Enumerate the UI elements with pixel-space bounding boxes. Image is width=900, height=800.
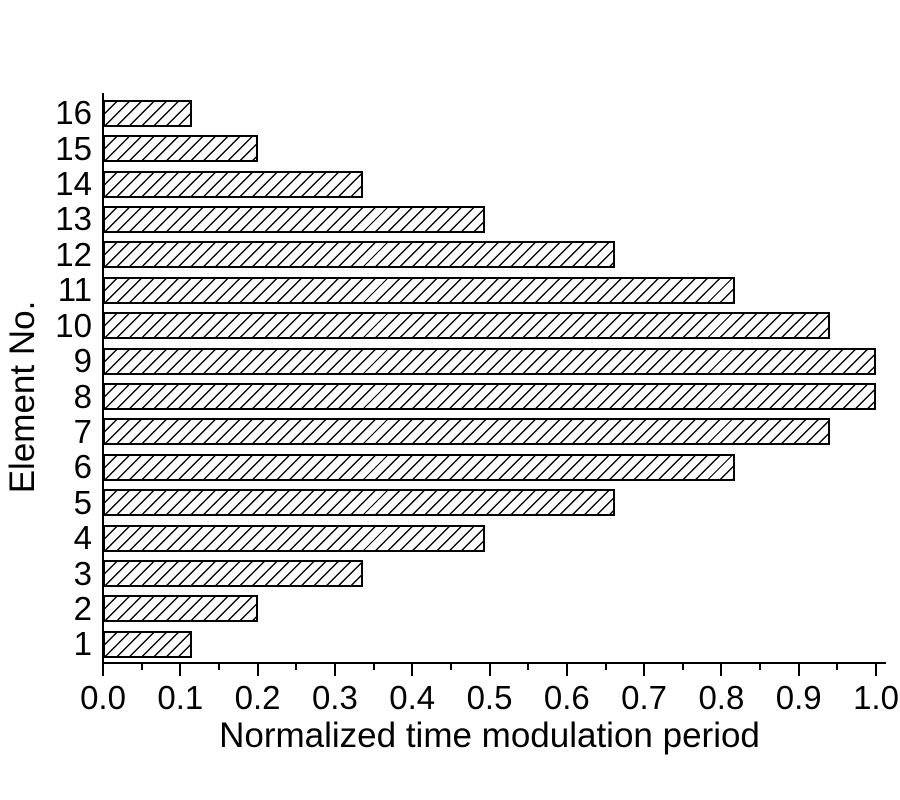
- bar-element-15: [103, 135, 258, 163]
- x-minor-tick: [759, 663, 762, 670]
- y-tick-label-15: 15: [55, 129, 92, 167]
- y-axis-line: [102, 93, 104, 664]
- x-major-tick-0.9: [797, 663, 800, 676]
- x-tick-label-0.0: 0.0: [80, 679, 126, 716]
- x-minor-tick: [681, 663, 684, 670]
- x-tick-label-0.9: 0.9: [775, 679, 822, 716]
- y-tick-label-2: 2: [73, 589, 92, 627]
- x-axis-title: Normalized time modulation period: [219, 716, 760, 755]
- x-major-tick-0.1: [179, 663, 182, 676]
- x-major-tick-0.0: [102, 663, 104, 676]
- x-major-tick-0.7: [643, 663, 646, 676]
- y-tick-label-12: 12: [55, 235, 92, 273]
- x-tick-label-0.1: 0.1: [157, 679, 204, 716]
- bar-element-11: [103, 276, 736, 304]
- y-tick-label-14: 14: [55, 165, 92, 202]
- x-minor-tick: [449, 663, 452, 670]
- bar-element-8: [103, 383, 876, 410]
- bar-element-12: [103, 241, 615, 269]
- bar-element-4: [103, 524, 485, 552]
- x-tick-label-0.7: 0.7: [621, 679, 668, 716]
- y-tick-label-16: 16: [55, 94, 92, 132]
- y-tick-label-9: 9: [73, 342, 92, 379]
- x-tick-label-0.5: 0.5: [466, 679, 513, 716]
- bar-element-6: [103, 453, 736, 481]
- bar-element-13: [103, 205, 485, 233]
- bar-element-3: [103, 560, 363, 587]
- x-major-tick-0.5: [488, 663, 491, 676]
- x-tick-label-0.6: 0.6: [543, 679, 590, 716]
- x-major-tick-1.0: [875, 663, 877, 676]
- x-tick-label-1.0: 1.0: [853, 679, 899, 716]
- x-major-tick-0.2: [256, 663, 259, 676]
- y-tick-label-3: 3: [73, 554, 92, 592]
- x-major-tick-0.4: [411, 663, 414, 676]
- bar-element-10: [103, 312, 830, 340]
- bar-element-9: [103, 347, 876, 375]
- bar-element-2: [103, 595, 258, 623]
- bar-element-5: [103, 489, 615, 517]
- y-tick-label-5: 5: [73, 483, 92, 521]
- x-minor-tick: [372, 663, 375, 670]
- x-major-tick-0.6: [565, 663, 568, 676]
- y-axis-title: Element No.: [3, 300, 42, 494]
- bar-element-1: [103, 630, 192, 658]
- y-tick-label-6: 6: [73, 448, 92, 486]
- x-tick-label-0.2: 0.2: [234, 679, 281, 716]
- x-tick-label-0.8: 0.8: [698, 679, 745, 716]
- x-minor-tick: [527, 663, 530, 670]
- bar-element-16: [103, 99, 192, 127]
- y-tick-label-10: 10: [55, 306, 92, 344]
- y-tick-label-1: 1: [73, 625, 92, 663]
- x-minor-tick: [140, 663, 143, 670]
- x-minor-tick: [295, 663, 298, 670]
- bar-element-7: [103, 418, 830, 446]
- y-tick-label-13: 13: [55, 200, 92, 238]
- y-tick-label-4: 4: [73, 519, 92, 557]
- y-tick-label-8: 8: [73, 377, 92, 415]
- x-major-tick-0.3: [333, 663, 336, 676]
- x-tick-label-0.3: 0.3: [311, 679, 358, 716]
- x-axis-line: [102, 662, 886, 664]
- x-major-tick-0.8: [720, 663, 723, 676]
- x-tick-label-0.4: 0.4: [389, 679, 436, 716]
- x-minor-tick: [604, 663, 607, 670]
- y-tick-label-7: 7: [73, 412, 92, 450]
- y-tick-label-11: 11: [57, 271, 92, 309]
- x-minor-tick: [836, 663, 839, 670]
- x-minor-tick: [218, 663, 220, 670]
- bar-element-14: [103, 170, 363, 198]
